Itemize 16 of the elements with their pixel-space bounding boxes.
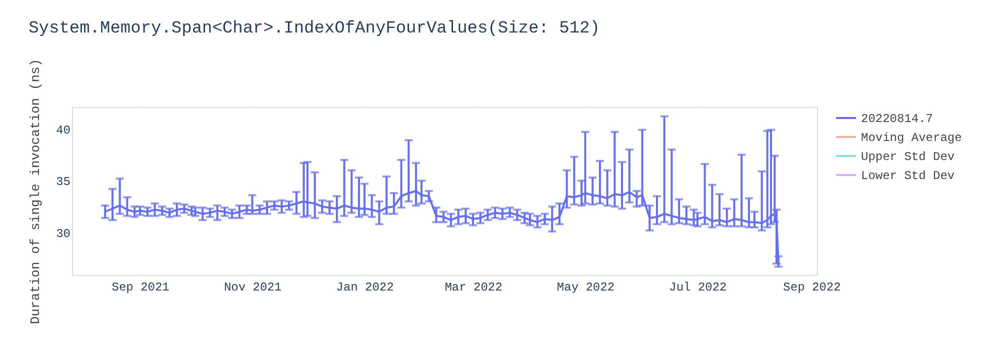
legend-label: Lower Std Dev <box>861 169 955 183</box>
x-tick-label: Nov 2021 <box>224 280 282 294</box>
legend-label: 20220814.7 <box>861 112 934 126</box>
legend-label: Upper Std Dev <box>861 150 955 164</box>
x-tick-label: Jul 2022 <box>669 280 727 294</box>
x-tick-label: May 2022 <box>556 280 615 294</box>
y-tick-label: 30 <box>56 226 70 241</box>
legend-label: Moving Average <box>861 131 962 145</box>
y-tick-label: 40 <box>56 123 70 138</box>
chart-title: System.Memory.Span<Char>.IndexOfAnyFourValues(Size: 512) <box>28 19 600 38</box>
y-axis-title: Duration of single invocation (ns) <box>28 58 44 324</box>
x-tick-label: Mar 2022 <box>444 280 502 294</box>
x-tick-label: Jan 2022 <box>336 280 394 294</box>
x-tick-label: Sep 2021 <box>112 280 170 294</box>
x-tick-label: Sep 2022 <box>783 280 841 294</box>
y-tick-label: 35 <box>56 175 70 190</box>
